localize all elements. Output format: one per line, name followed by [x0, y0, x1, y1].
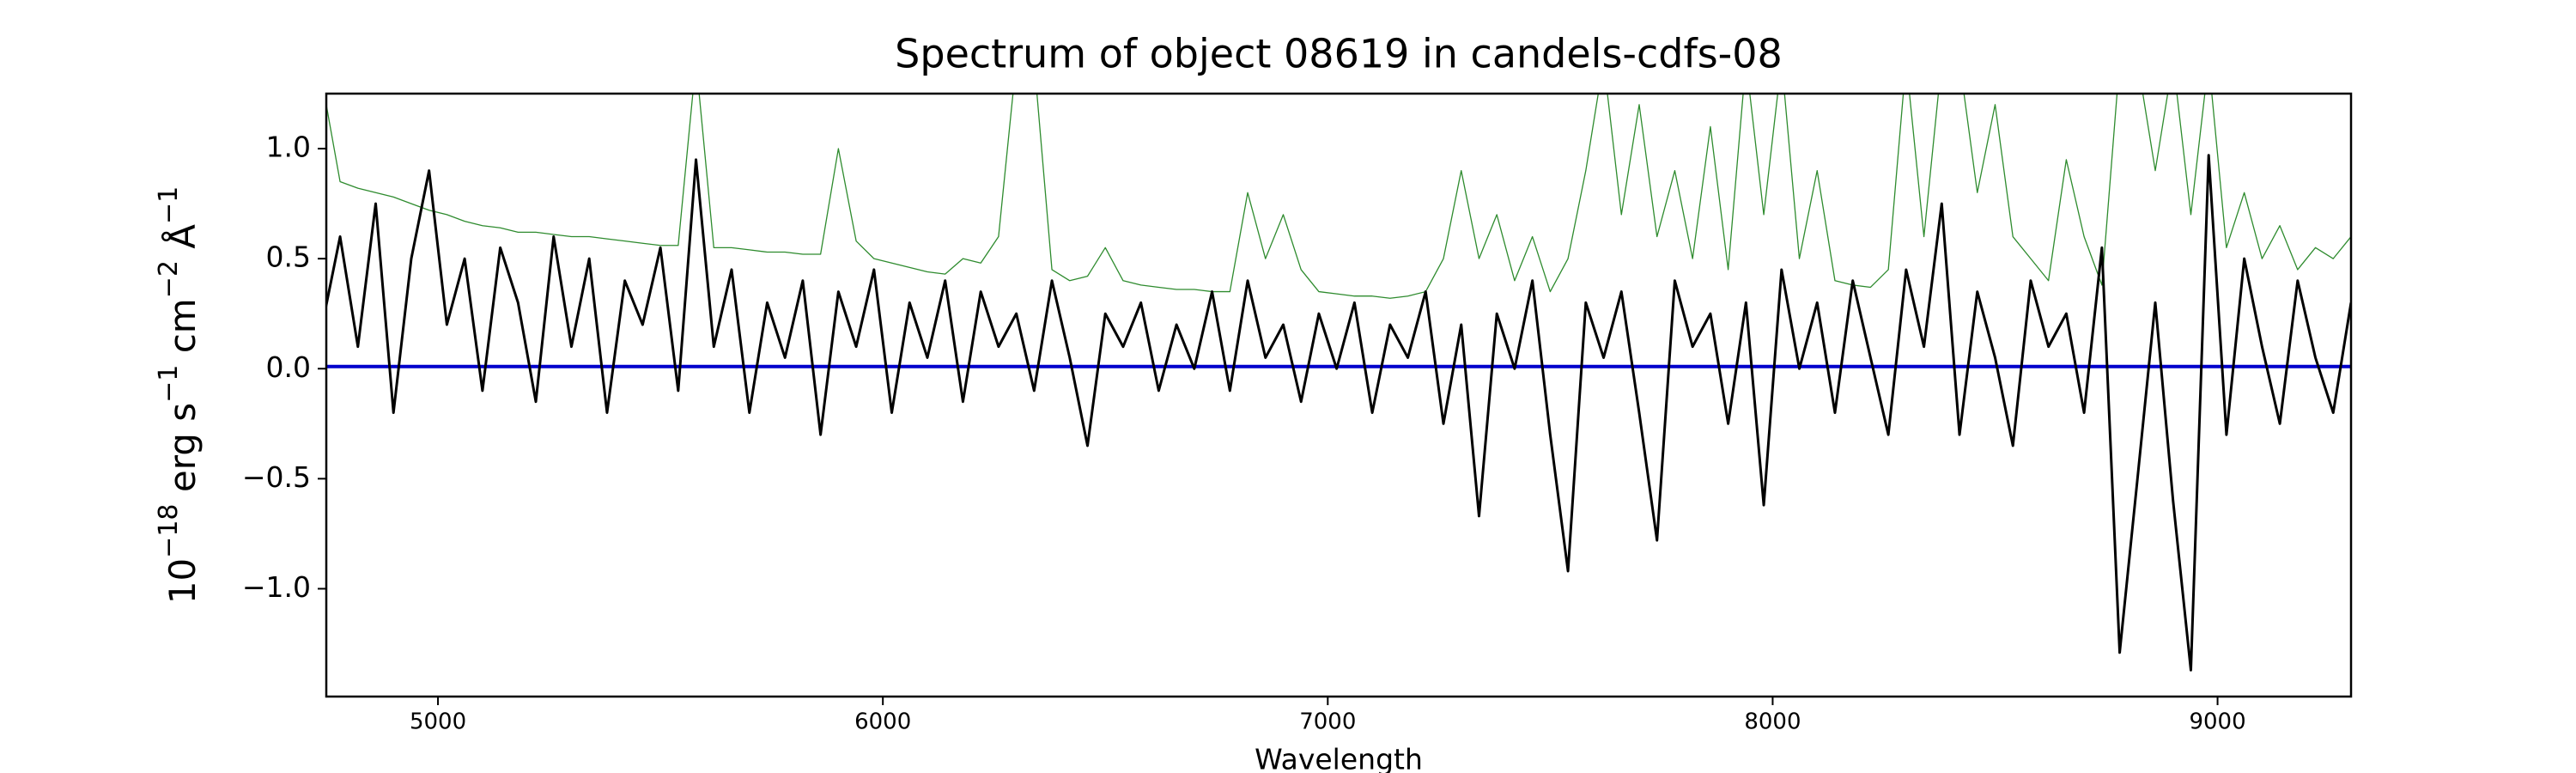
y-label-part: 10: [161, 558, 204, 604]
plot-area: [326, 94, 2351, 672]
y-label-exponent: −1: [154, 365, 184, 403]
y-label-exponent: −2: [154, 260, 184, 298]
y-label-part: Å: [161, 224, 204, 260]
axes-frame: [325, 92, 2353, 698]
y-tick-label: −0.5: [242, 460, 311, 494]
y-label-part: cm: [161, 298, 204, 364]
spectrum-line: [326, 94, 2351, 299]
y-label-exponent: −18: [154, 504, 184, 558]
y-axis-label: 10−18 erg s−1 cm−2 Å−1: [154, 186, 204, 605]
y-tick-label: −1.0: [242, 570, 311, 604]
x-tick-label: 5000: [410, 709, 466, 735]
y-label-exponent: −1: [154, 186, 184, 224]
y-tick-label: 0.5: [266, 240, 311, 274]
spectrum-line: [326, 154, 2351, 672]
x-tick-label: 9000: [2189, 709, 2245, 735]
y-tick-label: 1.0: [266, 131, 311, 164]
y-tick-label: 0.0: [266, 350, 311, 384]
x-axis-label: Wavelength: [1255, 743, 1423, 773]
x-tick-label: 8000: [1744, 709, 1801, 735]
chart-title: Spectrum of object 08619 in candels-cdfs…: [895, 31, 1783, 77]
x-tick-label: 6000: [854, 709, 911, 735]
x-tick-label: 7000: [1299, 709, 1356, 735]
y-label-part: erg s: [161, 403, 204, 504]
